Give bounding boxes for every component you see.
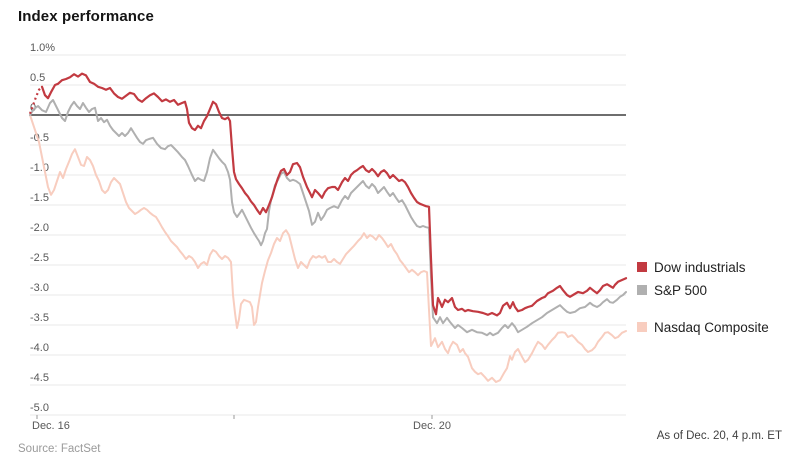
source-note: Source: FactSet xyxy=(18,443,101,455)
sp-500-line xyxy=(29,99,627,337)
y-axis-tick-label: 0.5 xyxy=(30,72,45,84)
legend-item-nasdaq-composite: Nasdaq Composite xyxy=(637,319,769,335)
legend-label: Dow industrials xyxy=(654,259,746,275)
legend-label: S&P 500 xyxy=(654,282,708,298)
dow-industrials-swatch-icon xyxy=(637,262,647,272)
y-axis-tick-label: -3.5 xyxy=(30,312,49,324)
sp-500-swatch-icon xyxy=(637,285,647,295)
nasdaq-composite-swatch-icon xyxy=(637,322,647,332)
as-of-note: As of Dec. 20, 4 p.m. ET xyxy=(656,430,782,442)
legend-item-dow-industrials: Dow industrials xyxy=(637,259,746,275)
y-axis-tick-label: -2.0 xyxy=(30,222,49,234)
legend-item-sp-500: S&P 500 xyxy=(637,282,708,298)
legend-label: Nasdaq Composite xyxy=(654,319,769,335)
chart-legend: Dow industrials S&P 500 Nasdaq Composite xyxy=(637,0,793,465)
y-axis-tick-label: -3.0 xyxy=(30,282,49,294)
y-axis-tick-label: 1.0% xyxy=(30,42,55,54)
y-axis-tick-label: -1.0 xyxy=(30,162,49,174)
x-axis-tick-label: Dec. 16 xyxy=(32,420,70,432)
y-axis-tick-label: -4.0 xyxy=(30,342,49,354)
y-axis-tick-label: -0.5 xyxy=(30,132,49,144)
dow-industrials-line-open-gap xyxy=(28,86,43,115)
y-axis-tick-label: -2.5 xyxy=(30,252,49,264)
nasdaq-composite-line xyxy=(29,114,627,383)
chart-title: Index performance xyxy=(18,8,154,25)
x-axis-tick-label: Dec. 20 xyxy=(413,420,451,432)
y-axis-tick-label: -5.0 xyxy=(30,402,49,414)
y-axis-tick-label: -4.5 xyxy=(30,372,49,384)
y-axis-tick-label: -1.5 xyxy=(30,192,49,204)
dow-industrials-line xyxy=(40,72,628,317)
